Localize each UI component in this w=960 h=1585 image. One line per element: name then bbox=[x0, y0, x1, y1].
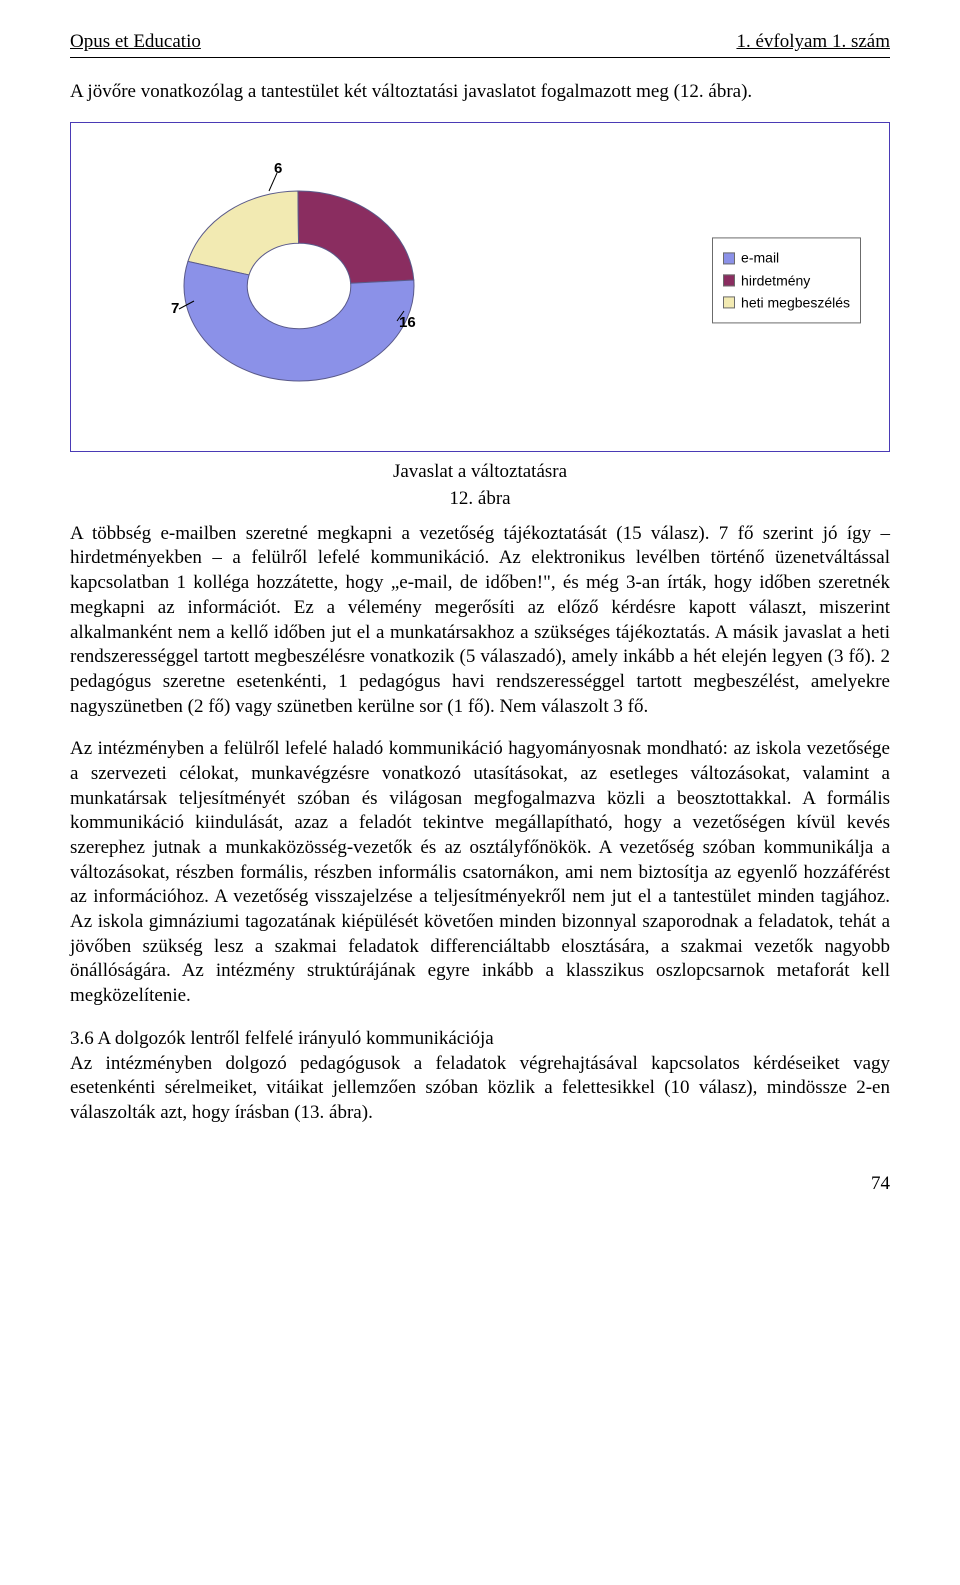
chart-frame: 6 7 16 e-mail hirdetmény heti megbeszélé… bbox=[70, 122, 890, 452]
paragraph-1: A többség e-mailben szeretné megkapni a … bbox=[70, 522, 890, 720]
paragraph-2: Az intézményben a felülről lefelé haladó… bbox=[70, 737, 890, 1009]
chart-area: 6 7 16 e-mail hirdetmény heti megbeszélé… bbox=[89, 141, 871, 419]
figure-caption-title: Javaslat a változtatásra bbox=[70, 460, 890, 485]
paragraph-3: 3.6 A dolgozók lentről felfelé irányuló … bbox=[70, 1027, 890, 1126]
legend-swatch-icon bbox=[723, 252, 735, 264]
data-label-16: 16 bbox=[399, 313, 416, 333]
chart-legend: e-mail hirdetmény heti megbeszélés bbox=[712, 238, 861, 323]
legend-label: e-mail bbox=[741, 247, 779, 269]
legend-item: hirdetmény bbox=[723, 269, 850, 291]
data-label-7: 7 bbox=[171, 299, 179, 319]
legend-item: heti megbeszélés bbox=[723, 292, 850, 314]
data-label-6: 6 bbox=[274, 159, 282, 179]
legend-label: heti megbeszélés bbox=[741, 292, 850, 314]
intro-text: A jövőre vonatkozólag a tantestület két … bbox=[70, 80, 890, 105]
header-right: 1. évfolyam 1. szám bbox=[736, 30, 890, 55]
donut-chart: 6 7 16 bbox=[149, 141, 449, 421]
header-left: Opus et Educatio bbox=[70, 30, 201, 55]
page-header: Opus et Educatio 1. évfolyam 1. szám bbox=[70, 30, 890, 58]
page-number: 74 bbox=[70, 1172, 890, 1197]
figure-caption-number: 12. ábra bbox=[70, 487, 890, 512]
legend-swatch-icon bbox=[723, 297, 735, 309]
legend-swatch-icon bbox=[723, 274, 735, 286]
legend-label: hirdetmény bbox=[741, 269, 810, 291]
legend-item: e-mail bbox=[723, 247, 850, 269]
